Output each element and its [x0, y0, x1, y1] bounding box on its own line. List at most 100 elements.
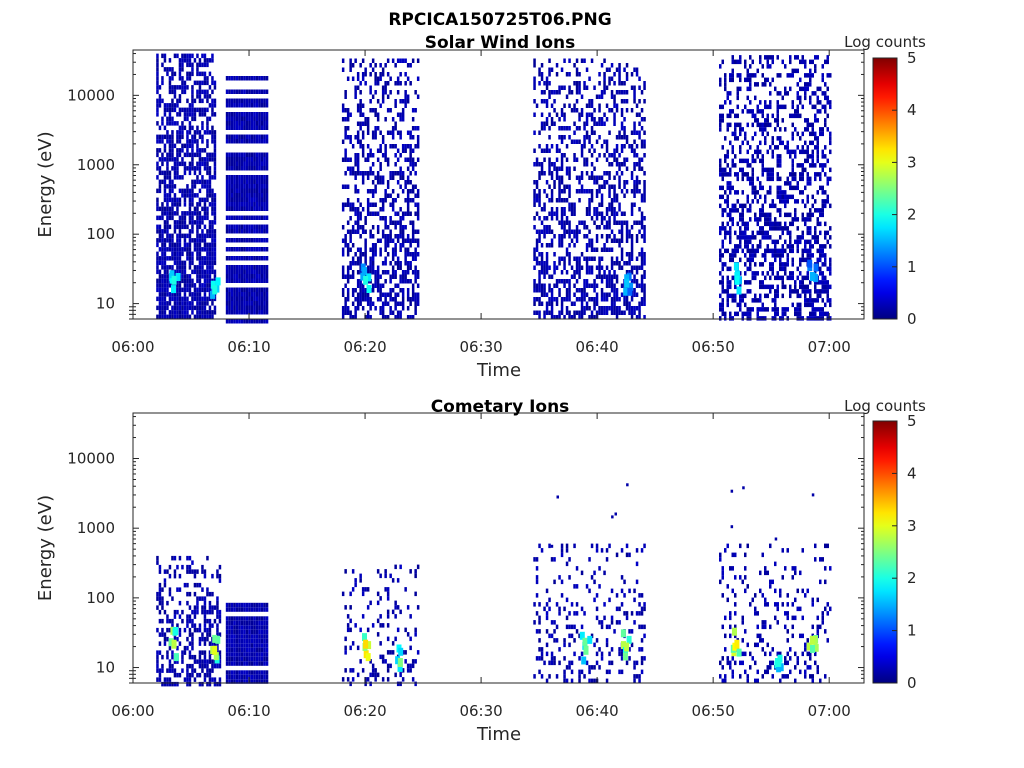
heatmap-cell [183, 260, 187, 266]
hotspot-cell [366, 285, 372, 293]
heatmap-cell [156, 134, 159, 140]
heatmap-cell [238, 98, 241, 103]
heatmap-cell [548, 265, 551, 270]
heatmap-cell [794, 113, 797, 119]
heatmap-cell [814, 307, 817, 312]
heatmap-cell [198, 627, 202, 633]
heatmap-cell [206, 139, 209, 144]
heatmap-cell [593, 117, 596, 122]
heatmap-cell [766, 118, 769, 123]
heatmap-cell [414, 297, 417, 302]
heatmap-cell [359, 283, 362, 288]
heatmap-cell [638, 130, 641, 135]
heatmap-cell [771, 203, 774, 209]
heatmap-cell [228, 139, 231, 144]
heatmap-cell [414, 126, 417, 131]
heatmap-cell [756, 311, 759, 317]
heatmap-cell [786, 253, 789, 258]
heatmap-cell [196, 71, 199, 77]
heatmap-cell [406, 76, 410, 81]
heatmap-cell [243, 175, 246, 180]
heatmap-cell [243, 206, 246, 211]
heatmap-cell [203, 157, 207, 162]
heatmap-cell [341, 202, 345, 207]
heatmap-cell [779, 127, 782, 132]
heatmap-cell [535, 180, 539, 185]
heatmap-cell [208, 310, 212, 315]
heatmap-cell [198, 596, 202, 601]
heatmap-cell [575, 261, 579, 266]
heatmap-cell [168, 58, 172, 63]
heatmap-cell [776, 275, 779, 281]
heatmap-cell [225, 179, 229, 184]
heatmap-cell [816, 145, 819, 150]
heatmap-cell [630, 148, 634, 153]
heatmap-cell [356, 171, 360, 176]
heatmap-cell [240, 175, 244, 180]
heatmap-cell [759, 280, 762, 285]
heatmap-cell [603, 216, 606, 221]
heatmap-cell [374, 175, 377, 180]
heatmap-cell [404, 225, 407, 230]
heatmap-cell [243, 166, 246, 171]
heatmap-cell [238, 197, 241, 202]
heatmap-cell [811, 203, 814, 209]
heatmap-cell [188, 121, 192, 126]
heatmap-cell [389, 292, 392, 297]
heatmap-cell [610, 265, 614, 270]
heatmap-cell [746, 266, 749, 272]
heatmap-cell [233, 112, 236, 117]
heatmap-cell [371, 58, 375, 63]
heatmap-cell [181, 618, 184, 624]
heatmap-cell [568, 202, 571, 207]
heatmap-cell [218, 650, 222, 655]
heatmap-cell [198, 260, 202, 266]
heatmap-cell [344, 297, 347, 302]
heatmap-cell [540, 256, 544, 261]
heatmap-cell [173, 614, 177, 619]
heatmap-cell [819, 109, 822, 114]
heatmap-cell [235, 319, 239, 324]
heatmap-cell [260, 161, 264, 166]
heatmap-cell [746, 158, 749, 164]
heatmap-cell [550, 207, 554, 212]
heatmap-cell [351, 76, 355, 81]
heatmap-cell [799, 284, 802, 290]
heatmap-cell [158, 310, 162, 315]
heatmap-cell [824, 230, 827, 236]
heatmap-cell [638, 166, 641, 171]
heatmap-cell [578, 112, 581, 117]
heatmap-cell [206, 206, 209, 212]
heatmap-cell [533, 247, 536, 252]
heatmap-cell [620, 171, 624, 176]
heatmap-cell [764, 199, 767, 204]
heatmap-cell [600, 247, 604, 252]
heatmap-cell [779, 91, 782, 96]
heatmap-cell [565, 306, 569, 311]
heatmap-cell [255, 256, 259, 261]
heatmap-cell [198, 166, 202, 171]
heatmap-cell [623, 144, 626, 149]
heatmap-cell [203, 76, 207, 81]
heatmap-cell [255, 166, 259, 171]
heatmap-cell [726, 163, 729, 168]
heatmap-cell [173, 659, 177, 664]
heatmap-cell [233, 98, 236, 103]
heatmap-cell [240, 274, 244, 279]
heatmap-cell [176, 283, 179, 288]
heatmap-cell [734, 127, 737, 132]
heatmap-cell [396, 234, 400, 239]
heatmap-cell [211, 573, 214, 579]
heatmap-cell [824, 275, 827, 281]
heatmap-cell [260, 238, 264, 243]
heatmap-cell [726, 185, 729, 191]
heatmap-cell [533, 310, 536, 315]
heatmap-cell [545, 310, 549, 315]
heatmap-cell [263, 310, 266, 315]
heatmap-cell [744, 302, 747, 308]
heatmap-cell [346, 184, 350, 189]
heatmap-cell [253, 157, 256, 162]
heatmap-cell [235, 206, 239, 211]
heatmap-cell [191, 188, 194, 194]
heatmap-cell [565, 279, 569, 284]
